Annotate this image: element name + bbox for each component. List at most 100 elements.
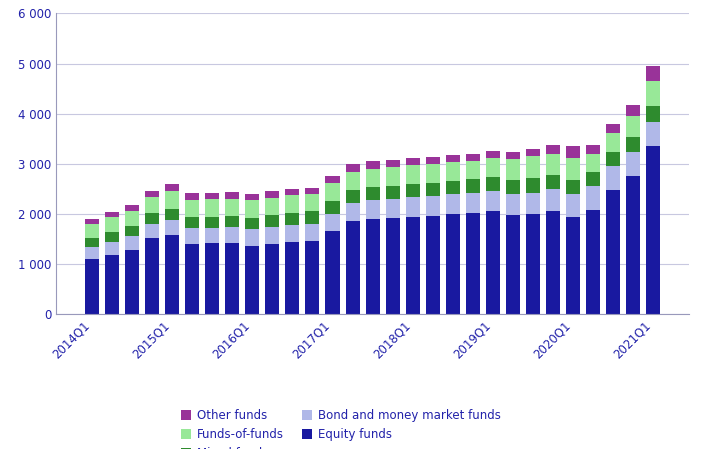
Bar (285, 212, 299, 224)
Bar (606, 124, 620, 133)
Bar (566, 216, 580, 314)
Bar (446, 214, 460, 314)
Bar (205, 216, 219, 228)
Bar (105, 217, 119, 232)
Bar (586, 154, 600, 172)
Bar (105, 255, 119, 314)
Bar (446, 155, 460, 162)
Bar (526, 178, 540, 193)
Bar (325, 176, 340, 183)
Bar (626, 137, 640, 152)
Bar (486, 151, 500, 158)
Bar (185, 228, 199, 244)
Bar (526, 214, 540, 314)
Bar (506, 194, 520, 215)
Bar (366, 187, 380, 201)
Bar (566, 194, 580, 216)
Bar (85, 219, 99, 224)
Bar (205, 228, 219, 243)
Bar (426, 216, 440, 314)
Bar (346, 203, 359, 221)
Bar (165, 191, 179, 208)
Bar (506, 158, 520, 180)
Bar (546, 175, 560, 189)
Bar (245, 229, 259, 246)
Bar (245, 194, 259, 201)
Bar (586, 172, 600, 186)
Bar (566, 146, 580, 158)
Bar (366, 169, 380, 187)
Bar (386, 160, 399, 167)
Bar (346, 190, 359, 203)
Bar (426, 196, 440, 216)
Bar (646, 66, 660, 81)
Bar (265, 198, 279, 215)
Bar (305, 194, 319, 211)
Bar (626, 176, 640, 314)
Bar (125, 211, 139, 226)
Bar (85, 247, 99, 259)
Bar (646, 146, 660, 314)
Bar (606, 133, 620, 152)
Bar (386, 186, 399, 199)
Bar (546, 211, 560, 314)
Bar (406, 184, 420, 198)
Bar (446, 180, 460, 194)
Bar (446, 194, 460, 214)
Bar (125, 205, 139, 211)
Bar (185, 193, 199, 200)
Bar (606, 152, 620, 167)
Bar (205, 193, 219, 199)
Bar (546, 145, 560, 154)
Bar (145, 238, 159, 314)
Bar (486, 211, 500, 314)
Bar (646, 122, 660, 146)
Bar (626, 116, 640, 137)
Bar (426, 164, 440, 183)
Bar (85, 224, 99, 238)
Bar (305, 188, 319, 194)
Bar (245, 246, 259, 314)
Bar (506, 152, 520, 158)
Bar (125, 250, 139, 314)
Bar (285, 189, 299, 195)
Bar (265, 215, 279, 227)
Bar (105, 212, 119, 217)
Bar (586, 210, 600, 314)
Bar (265, 191, 279, 198)
Bar (366, 219, 380, 314)
Bar (586, 186, 600, 210)
Bar (185, 200, 199, 217)
Bar (386, 167, 399, 186)
Bar (165, 184, 179, 191)
Bar (346, 164, 359, 172)
Bar (346, 221, 359, 314)
Bar (205, 199, 219, 216)
Bar (466, 193, 480, 212)
Bar (386, 199, 399, 218)
Bar (145, 224, 159, 238)
Bar (626, 152, 640, 176)
Bar (205, 243, 219, 314)
Bar (245, 201, 259, 217)
Bar (466, 154, 480, 161)
Bar (125, 236, 139, 250)
Bar (165, 235, 179, 314)
Bar (225, 242, 239, 314)
Bar (486, 191, 500, 211)
Bar (466, 161, 480, 179)
Bar (606, 190, 620, 314)
Bar (225, 193, 239, 199)
Bar (325, 183, 340, 201)
Bar (526, 150, 540, 156)
Bar (426, 157, 440, 164)
Bar (85, 259, 99, 314)
Bar (185, 244, 199, 314)
Bar (406, 198, 420, 216)
Bar (325, 201, 340, 214)
Bar (546, 189, 560, 211)
Bar (285, 242, 299, 314)
Bar (626, 105, 640, 116)
Bar (546, 154, 560, 175)
Bar (265, 227, 279, 244)
